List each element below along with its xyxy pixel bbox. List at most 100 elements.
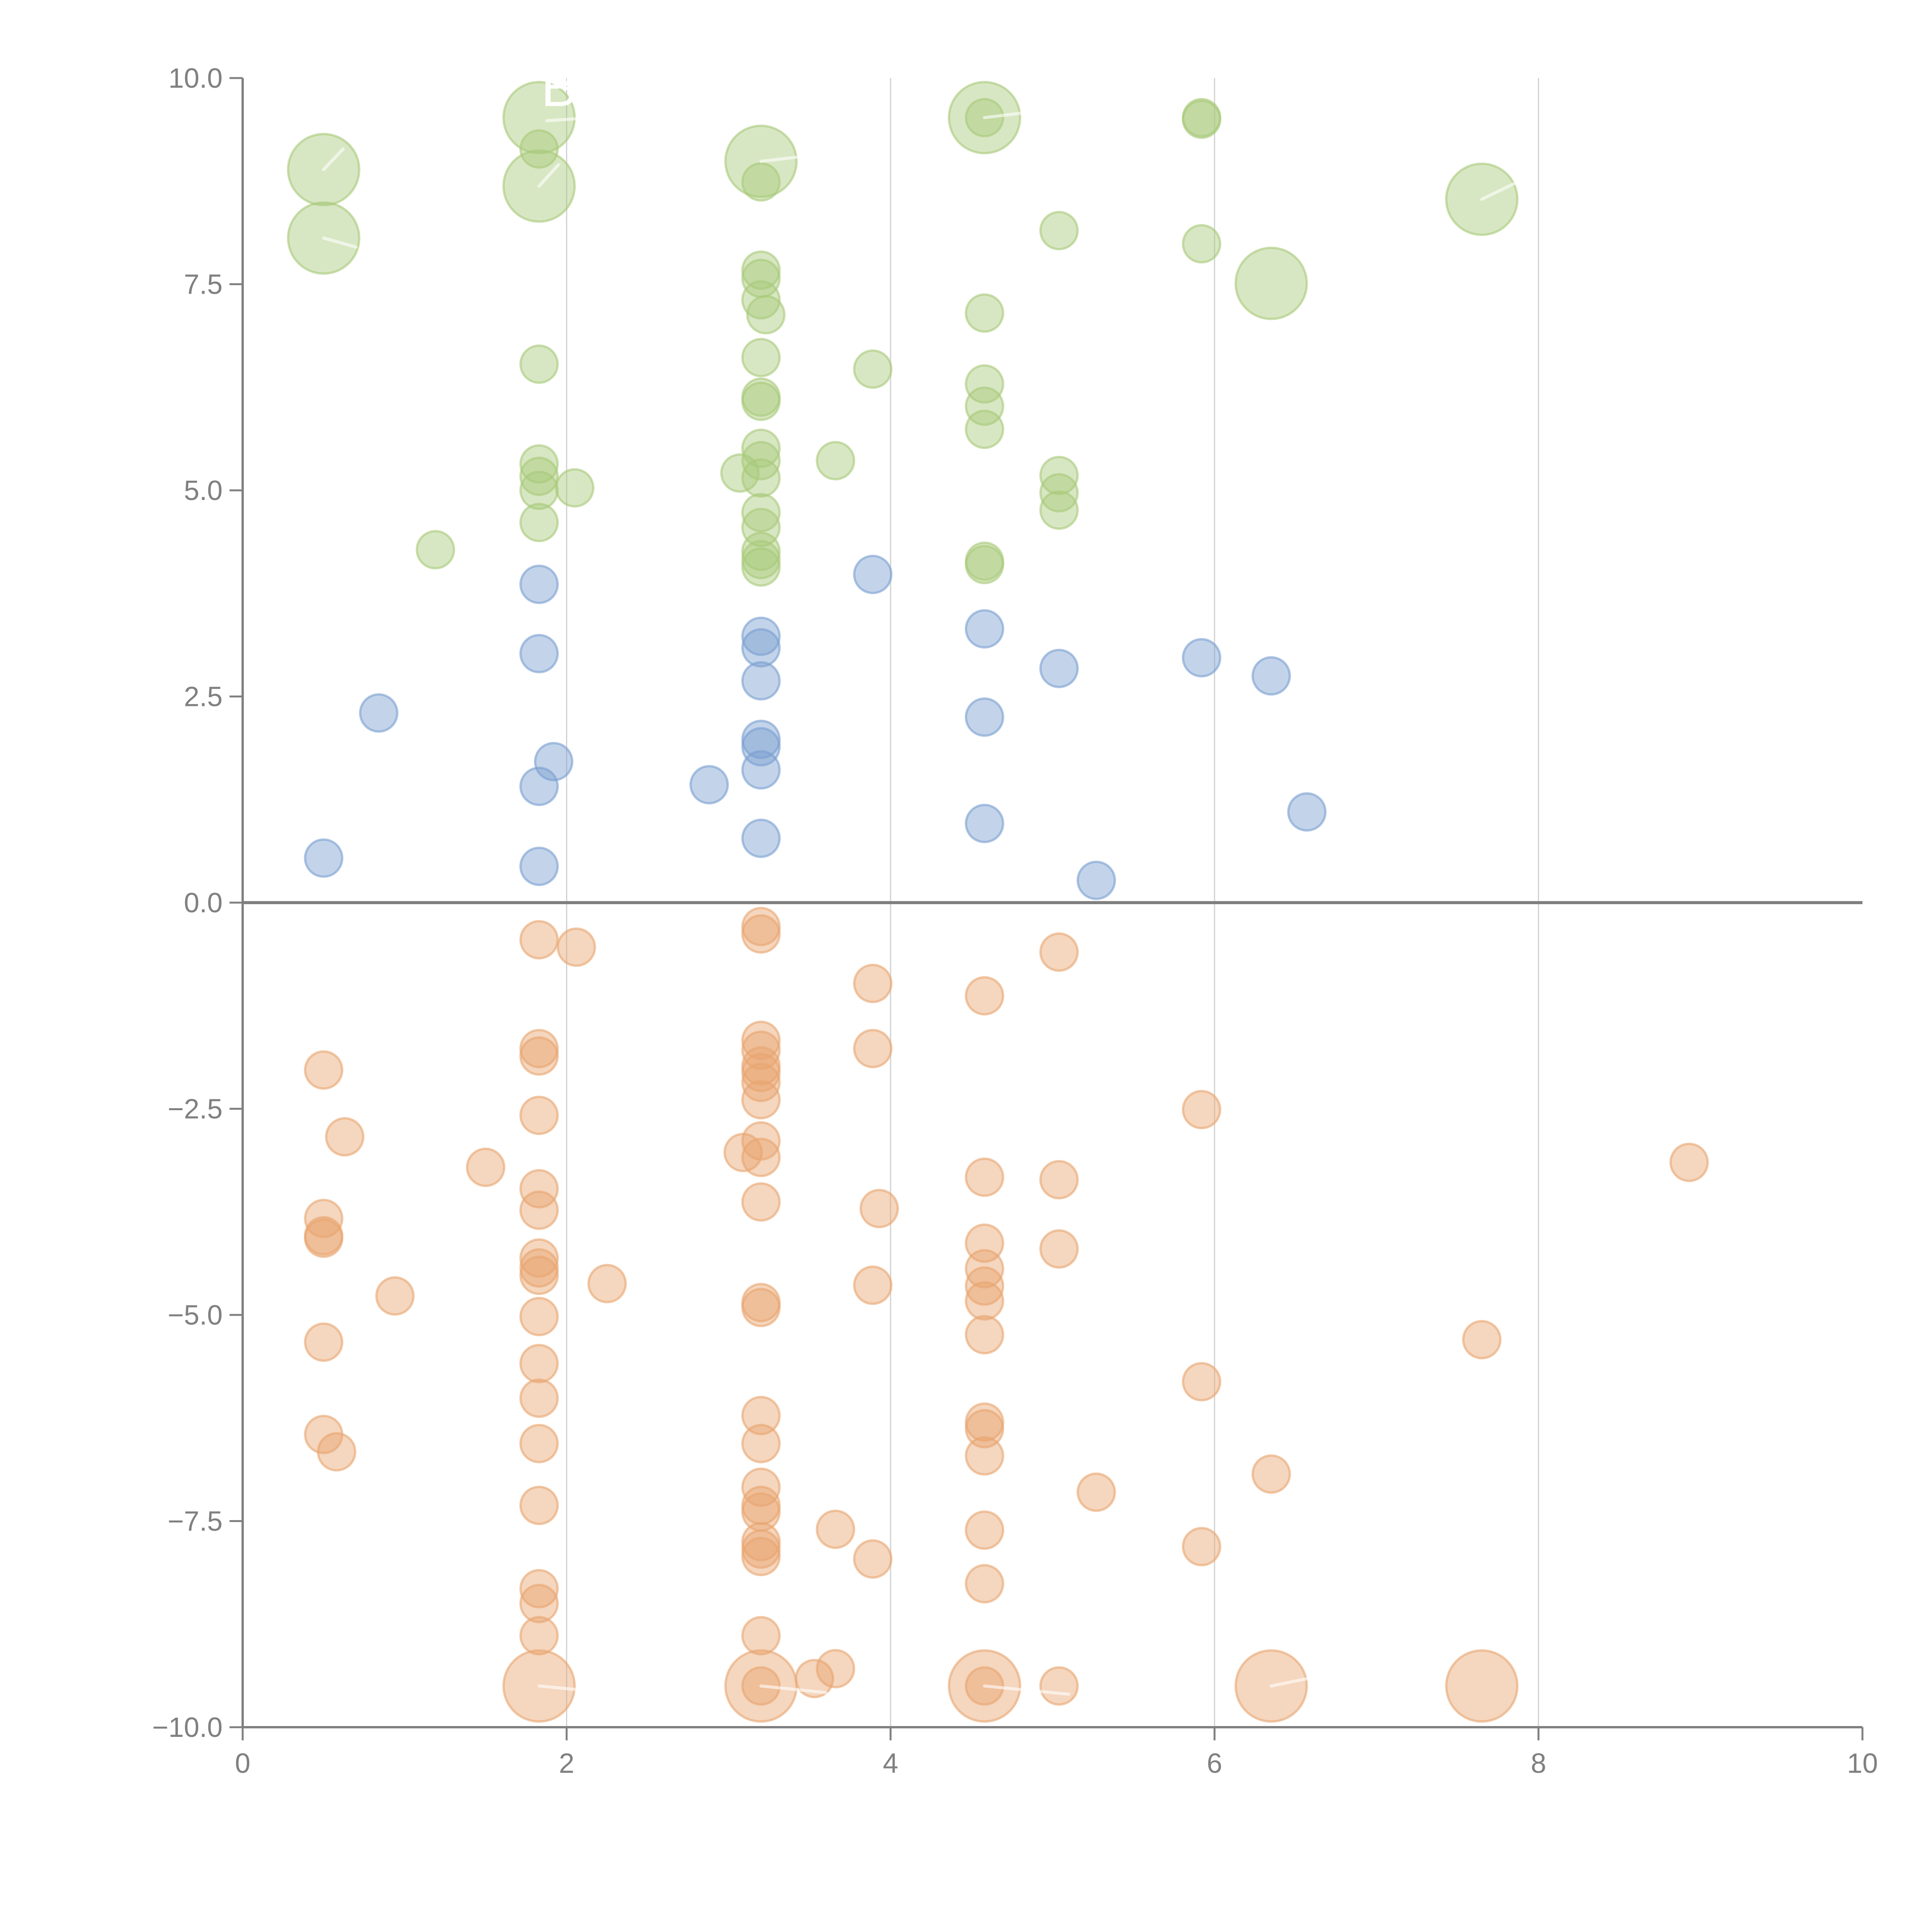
bubble-orange [1182, 1527, 1221, 1566]
bubble-orange [1445, 1649, 1519, 1723]
bubble-green [741, 338, 781, 378]
bubble-orange [1251, 1454, 1291, 1494]
bubble-green [741, 381, 781, 421]
bubble-blue [359, 693, 399, 733]
bubble-green [1182, 99, 1221, 139]
annotation-leader [759, 1684, 828, 1694]
bubble-orange [816, 1509, 855, 1549]
bubble-orange [519, 1569, 559, 1609]
annotation-label: B [541, 57, 577, 117]
bubble-green [741, 458, 781, 498]
bubble-layer [287, 81, 1709, 1723]
bubble-blue [741, 727, 781, 767]
bubble-orange [304, 1322, 344, 1362]
annotation-leader [983, 108, 1054, 119]
bubble-green [964, 364, 1004, 404]
bubble-green [1039, 473, 1079, 513]
y-tick-label: 5.0 [184, 475, 223, 506]
bubble-orange [794, 1659, 834, 1699]
bubble-orange [519, 1297, 559, 1337]
y-tick-label: 0.0 [184, 888, 223, 918]
bubble-blue [534, 742, 573, 782]
bubble-orange [741, 914, 781, 954]
bubble-orange [519, 1169, 559, 1209]
bubble-blue [741, 818, 781, 858]
bubble-green [519, 129, 559, 169]
bubble-orange [741, 1396, 781, 1435]
bubble-green [519, 503, 559, 543]
bubble-orange [1039, 1666, 1079, 1706]
bubble-orange [741, 1138, 781, 1177]
bubble-blue [519, 847, 559, 886]
bubble-green [519, 471, 559, 510]
bubble-blue [741, 628, 781, 668]
bubble-green [1182, 224, 1221, 264]
bubble-blue [519, 634, 559, 673]
bubble-orange [519, 1255, 559, 1295]
bubble-orange [1039, 932, 1079, 972]
annotation-leader [759, 153, 820, 163]
bubble-orange [519, 1485, 559, 1525]
bubble-blue [1287, 792, 1327, 832]
bubble-green [555, 468, 595, 508]
bubble-blue [1077, 861, 1116, 900]
y-tick-label: −7.5 [168, 1506, 223, 1537]
bubble-orange [304, 1199, 344, 1238]
bubble-green [741, 531, 781, 571]
bubble-orange [519, 1378, 559, 1418]
bubble-orange [519, 1423, 559, 1463]
bubble-green [853, 349, 893, 389]
bubble-orange [741, 1030, 781, 1070]
bubble-orange [1039, 1229, 1079, 1269]
bubble-orange [853, 964, 893, 1003]
x-tick-label: 10 [1847, 1748, 1878, 1779]
annotation-leader [983, 1684, 1070, 1696]
bubble-green [816, 441, 855, 481]
bubble-green [964, 410, 1004, 449]
bubble-orange [741, 1053, 781, 1092]
x-tick-label: 6 [1207, 1748, 1222, 1779]
bubble-orange [964, 1315, 1004, 1355]
bubble-orange [317, 1432, 357, 1472]
y-tick-label: 10.0 [168, 63, 223, 94]
annotation-leader [537, 1684, 585, 1692]
bubble-orange [853, 1539, 893, 1579]
bubble-orange [964, 976, 1004, 1016]
bubble-green [519, 456, 559, 496]
bubble-orange [964, 1564, 1004, 1604]
bubble-orange [741, 1287, 781, 1327]
bubble-green [964, 545, 1004, 585]
bubble-orange [519, 1616, 559, 1656]
bubble-blue [519, 767, 559, 806]
bubble-green [1039, 490, 1079, 530]
y-tick-label: 7.5 [184, 269, 223, 300]
bubble-orange [556, 927, 596, 967]
bubble-orange [741, 1182, 781, 1222]
bubble-green [964, 386, 1004, 426]
bubble-orange [964, 1436, 1004, 1476]
bubble-orange [859, 1189, 899, 1228]
bubble-green [1039, 211, 1079, 250]
bubble-orange [1182, 1362, 1221, 1401]
bubble-green [741, 162, 781, 202]
bubble-orange [466, 1148, 505, 1187]
bubble-green [746, 295, 786, 335]
bubble-orange [519, 920, 559, 960]
y-tick-label: −5.0 [168, 1300, 223, 1331]
bubble-orange [519, 1095, 559, 1135]
bubble-orange [587, 1264, 627, 1303]
y-tick-label: −2.5 [168, 1094, 223, 1125]
y-tick-label: −10.0 [152, 1712, 223, 1743]
bubble-orange [964, 1281, 1004, 1321]
bubble-orange [741, 1063, 781, 1102]
bubble-green [415, 530, 455, 570]
axes: 0 2 4 6 8 10 10.0 7.5 5.0 2.5 0.0 −2.5 −5.0 −7.5 −10.0 [152, 63, 1878, 1779]
bubble-green [741, 250, 781, 290]
bubble-orange [1669, 1143, 1709, 1182]
bubble-blue [519, 565, 559, 604]
bubble-orange [741, 1423, 781, 1463]
bubble-blue [964, 804, 1004, 844]
bubble-orange [375, 1276, 415, 1316]
bubble-green [741, 280, 781, 320]
